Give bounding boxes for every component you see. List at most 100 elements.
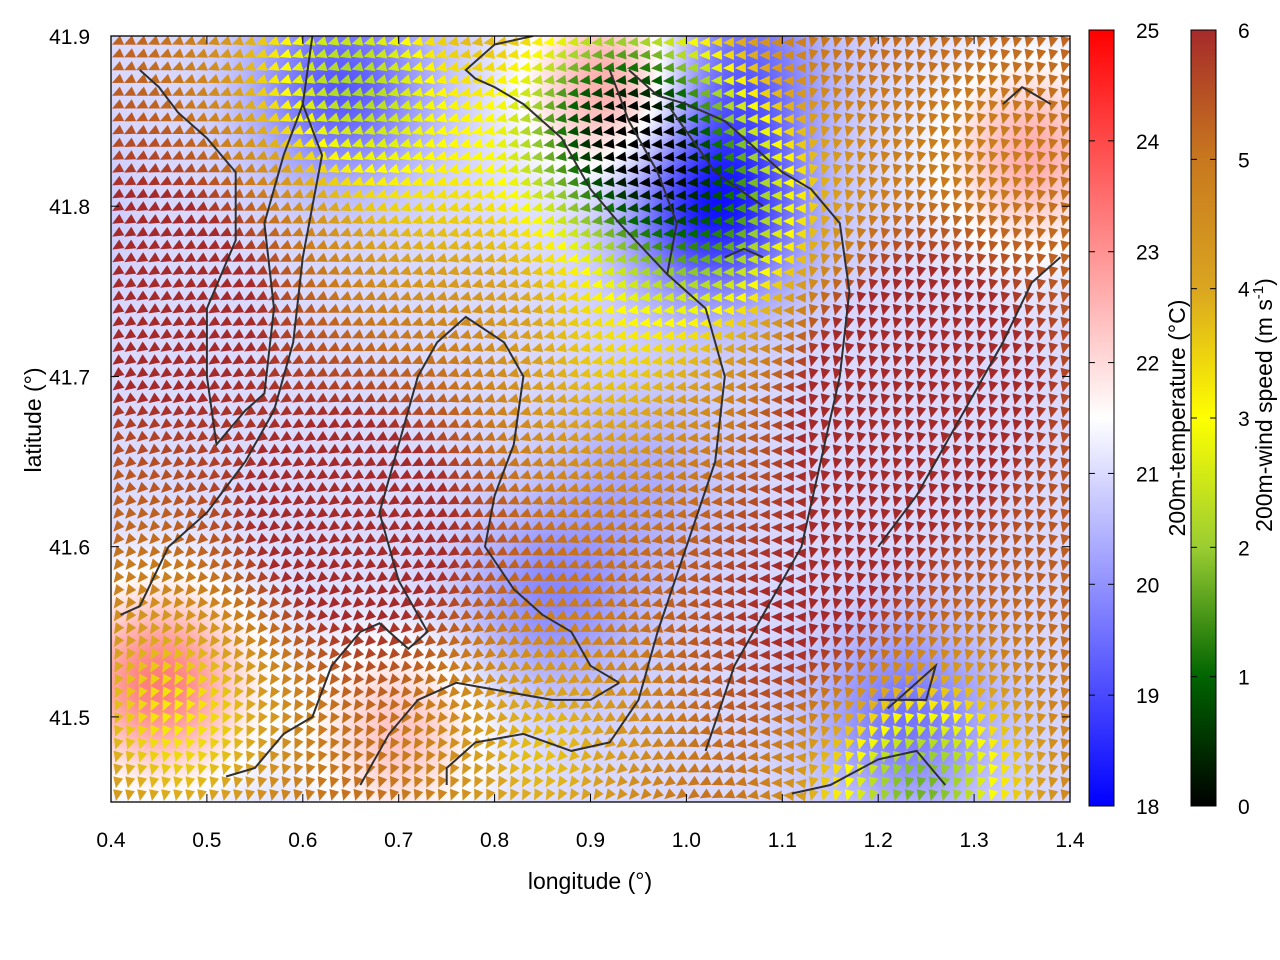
wind-arrow (1048, 495, 1059, 508)
wind-arrow (651, 559, 663, 570)
wind-arrow (880, 138, 891, 150)
wind-arrow (964, 495, 975, 508)
wind-arrow (928, 112, 939, 125)
wind-arrow (591, 164, 603, 175)
wind-arrow (868, 546, 879, 559)
wind-arrow (663, 737, 676, 747)
wind-arrow (616, 750, 628, 761)
wind-arrow (880, 48, 891, 61)
wind-arrow (112, 418, 125, 429)
wind-arrow (904, 163, 915, 176)
wind-arrow (674, 139, 687, 150)
wind-arrow (555, 342, 567, 353)
wind-arrow (1060, 252, 1070, 265)
wind-arrow (450, 788, 460, 801)
wind-arrow (196, 430, 209, 442)
wind-arrow (820, 138, 831, 150)
wind-arrow (185, 609, 197, 622)
wind-arrow (519, 584, 532, 594)
wind-arrow (375, 214, 388, 225)
wind-arrow (567, 138, 579, 149)
wind-arrow (1060, 355, 1070, 367)
wind-arrow (639, 139, 651, 149)
wind-arrow (196, 303, 209, 314)
wind-arrow (423, 74, 436, 85)
wind-arrow (782, 752, 794, 763)
wind-arrow (844, 725, 855, 738)
wind-arrow (880, 265, 891, 278)
wind-arrow (892, 303, 903, 316)
wind-arrow (832, 112, 843, 125)
wind-arrow (808, 214, 819, 227)
wind-arrow (722, 279, 735, 290)
wind-arrow (304, 469, 317, 480)
wind-arrow (880, 661, 891, 674)
wind-arrow (124, 201, 137, 211)
wind-arrow (1012, 597, 1023, 610)
wind-arrow (904, 342, 915, 355)
wind-arrow (531, 482, 544, 493)
wind-arrow (124, 367, 137, 378)
wind-arrow (591, 368, 603, 379)
wind-arrow (508, 647, 520, 659)
wind-arrow (1048, 584, 1059, 597)
wind-arrow (112, 316, 125, 327)
wind-arrow (1024, 189, 1035, 201)
wind-arrow (794, 254, 806, 265)
wind-arrow (603, 623, 616, 633)
wind-arrow (435, 291, 448, 301)
wind-arrow (148, 277, 161, 288)
wind-arrow (794, 752, 807, 763)
wind-arrow (868, 278, 879, 291)
wind-arrow (401, 698, 412, 711)
wind-arrow (651, 113, 663, 124)
wind-arrow (495, 151, 507, 161)
wind-arrow (402, 775, 412, 788)
wind-arrow (135, 36, 148, 45)
wind-arrow (976, 584, 987, 597)
wind-arrow (627, 49, 639, 60)
wind-arrow (185, 635, 197, 647)
wind-arrow (400, 622, 413, 634)
wind-arrow (125, 776, 136, 789)
wind-arrow (306, 763, 316, 776)
wind-arrow (435, 418, 448, 428)
wind-arrow (471, 151, 484, 161)
wind-arrow (234, 750, 244, 763)
wind-arrow (722, 266, 735, 277)
wind-arrow (363, 303, 376, 313)
wind-arrow (699, 775, 712, 786)
wind-arrow (305, 776, 316, 789)
wind-arrow (459, 304, 472, 314)
wind-arrow (435, 469, 448, 479)
wind-arrow (663, 610, 675, 621)
wind-arrow (495, 329, 508, 340)
wind-arrow (244, 430, 257, 442)
wind-arrow (794, 407, 806, 418)
wind-arrow (327, 36, 340, 46)
wind-arrow (964, 74, 975, 86)
wind-arrow (507, 74, 519, 85)
wind-arrow (340, 431, 352, 441)
wind-arrow (746, 713, 759, 724)
wind-arrow (543, 546, 556, 556)
wind-arrow (880, 699, 891, 712)
wind-arrow (639, 241, 651, 251)
wind-arrow (832, 342, 843, 355)
wind-arrow (124, 86, 137, 96)
wind-arrow (1048, 444, 1059, 457)
wind-arrow (519, 113, 531, 123)
wind-arrow (1024, 329, 1035, 342)
wind-label-superscript: -1 (1250, 286, 1267, 299)
wind-arrow (1000, 686, 1011, 699)
wind-arrow (495, 533, 508, 543)
wind-arrow (663, 674, 676, 684)
wind-arrow (425, 737, 436, 750)
wind-arrow (531, 240, 543, 251)
wind-arrow (303, 252, 316, 262)
wind-arrow (904, 278, 915, 291)
wind-arrow (988, 48, 999, 61)
wind-arrow (159, 112, 172, 122)
colorbar-tick-label: 5 (1238, 149, 1250, 172)
wind-arrow (232, 278, 245, 288)
